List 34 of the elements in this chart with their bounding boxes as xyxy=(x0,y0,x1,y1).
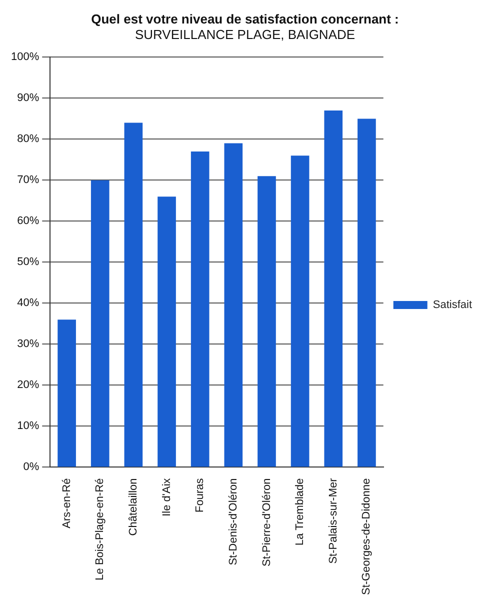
chart-title: Quel est votre niveau de satisfaction concernant : xyxy=(91,11,399,26)
y-tick-label: 50% xyxy=(17,256,40,268)
x-tick-label: St-Georges-de-Didonne xyxy=(360,478,373,596)
y-tick-label: 30% xyxy=(17,338,40,350)
x-tick-label: St-Pierre-d'Oléron xyxy=(260,478,273,567)
bar xyxy=(58,320,76,467)
bar xyxy=(190,152,210,467)
x-tick-label: Ars-en-Ré xyxy=(60,478,73,528)
y-tick-label: 40% xyxy=(17,297,40,310)
bar xyxy=(224,143,243,467)
bar xyxy=(258,176,276,467)
bar xyxy=(290,156,310,467)
y-tick-label: 80% xyxy=(17,133,40,146)
y-tick-label: 90% xyxy=(17,92,40,104)
x-tick-label: Châtelaillon xyxy=(127,478,140,536)
y-tick-label: 10% xyxy=(17,420,40,432)
y-tick-label: 0% xyxy=(23,461,40,474)
x-tick-label: Le Bois-Plage-en-Ré xyxy=(94,478,106,580)
x-tick-label: La Tremblade xyxy=(294,478,306,546)
bar xyxy=(158,196,176,467)
y-tick-label: 60% xyxy=(17,215,40,228)
bar xyxy=(358,118,376,467)
bar xyxy=(90,180,110,467)
y-tick-label: 70% xyxy=(17,174,40,186)
bar xyxy=(124,122,143,467)
y-tick-label: 100% xyxy=(10,51,40,64)
chart-subtitle: SURVEILLANCE PLAGE, BAIGNADE xyxy=(134,26,356,42)
legend-label: Satisfait xyxy=(432,299,472,312)
x-tick-label: Ile d'Aix xyxy=(160,478,173,516)
x-tick-label: St-Palais-sur-Mer xyxy=(327,478,340,564)
bar xyxy=(324,110,343,467)
x-tick-label: Fouras xyxy=(194,478,206,512)
x-tick-label: St-Denis-d'Oléron xyxy=(227,478,240,566)
y-tick-label: 20% xyxy=(17,379,40,392)
